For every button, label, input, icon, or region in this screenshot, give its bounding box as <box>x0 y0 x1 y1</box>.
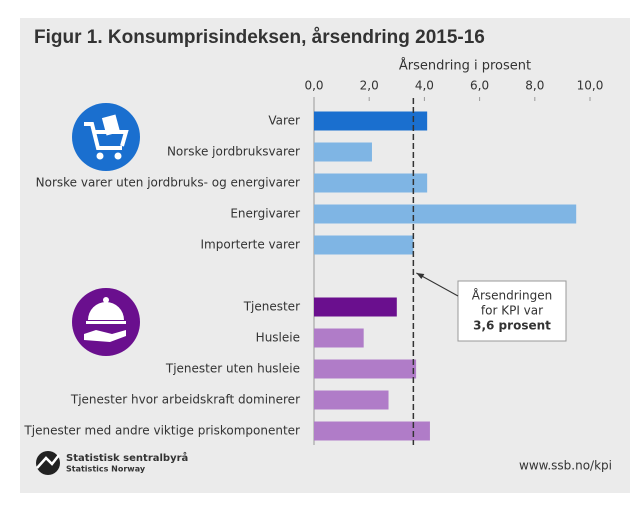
annotation-text: 3,6 prosent <box>473 319 551 333</box>
chart-title: Figur 1. Konsumprisindeksen, årsendring … <box>34 27 485 48</box>
annotation-arrowhead <box>416 273 425 279</box>
logo-subname: Statistics Norway <box>66 465 146 474</box>
y-tick-label: Energivarer <box>230 207 300 221</box>
bar <box>314 421 430 441</box>
axis-label: Årsendring i prosent <box>399 58 531 74</box>
x-tick-label: 0,0 <box>304 79 323 93</box>
x-tick-label: 8,0 <box>525 79 544 93</box>
bar <box>314 142 372 162</box>
bar <box>314 173 428 193</box>
icon-services <box>72 288 140 356</box>
y-tick-label: Norske jordbruksvarer <box>167 145 300 159</box>
icon-goods <box>72 103 140 171</box>
bar <box>314 390 389 410</box>
bar <box>314 111 428 131</box>
x-tick-label: 2,0 <box>360 79 379 93</box>
x-tick-label: 4,0 <box>415 79 434 93</box>
y-tick-label: Varer <box>268 114 300 128</box>
x-tick-label: 6,0 <box>470 79 489 93</box>
annotation-text: for KPI var <box>481 304 543 318</box>
y-tick-label: Husleie <box>256 331 300 345</box>
footer: Statistisk sentralbyrå Statistics Norway… <box>36 451 612 475</box>
y-tick-label: Tjenester hvor arbeidskraft dominerer <box>70 393 300 407</box>
panel <box>20 18 630 493</box>
bar <box>314 204 577 224</box>
x-tick-label: 10,0 <box>577 79 604 93</box>
annotation-box <box>457 280 567 342</box>
logo-name: Statistisk sentralbyrå <box>66 451 188 464</box>
y-tick-label: Norske varer uten jordbruks- og energiva… <box>36 176 300 190</box>
bar <box>314 297 397 317</box>
annotation-arrow <box>416 272 459 297</box>
bar <box>314 359 417 379</box>
bar <box>314 235 414 255</box>
source: www.ssb.no/kpi <box>519 459 612 473</box>
y-tick-label: Importerte varer <box>201 238 301 252</box>
annotation-text: Årsendringen <box>472 288 552 303</box>
bar <box>314 328 364 348</box>
y-tick-label: Tjenester uten husleie <box>165 362 300 376</box>
y-tick-label: Tjenester med andre viktige priskomponen… <box>23 424 300 438</box>
y-tick-label: Tjenester <box>243 300 300 314</box>
